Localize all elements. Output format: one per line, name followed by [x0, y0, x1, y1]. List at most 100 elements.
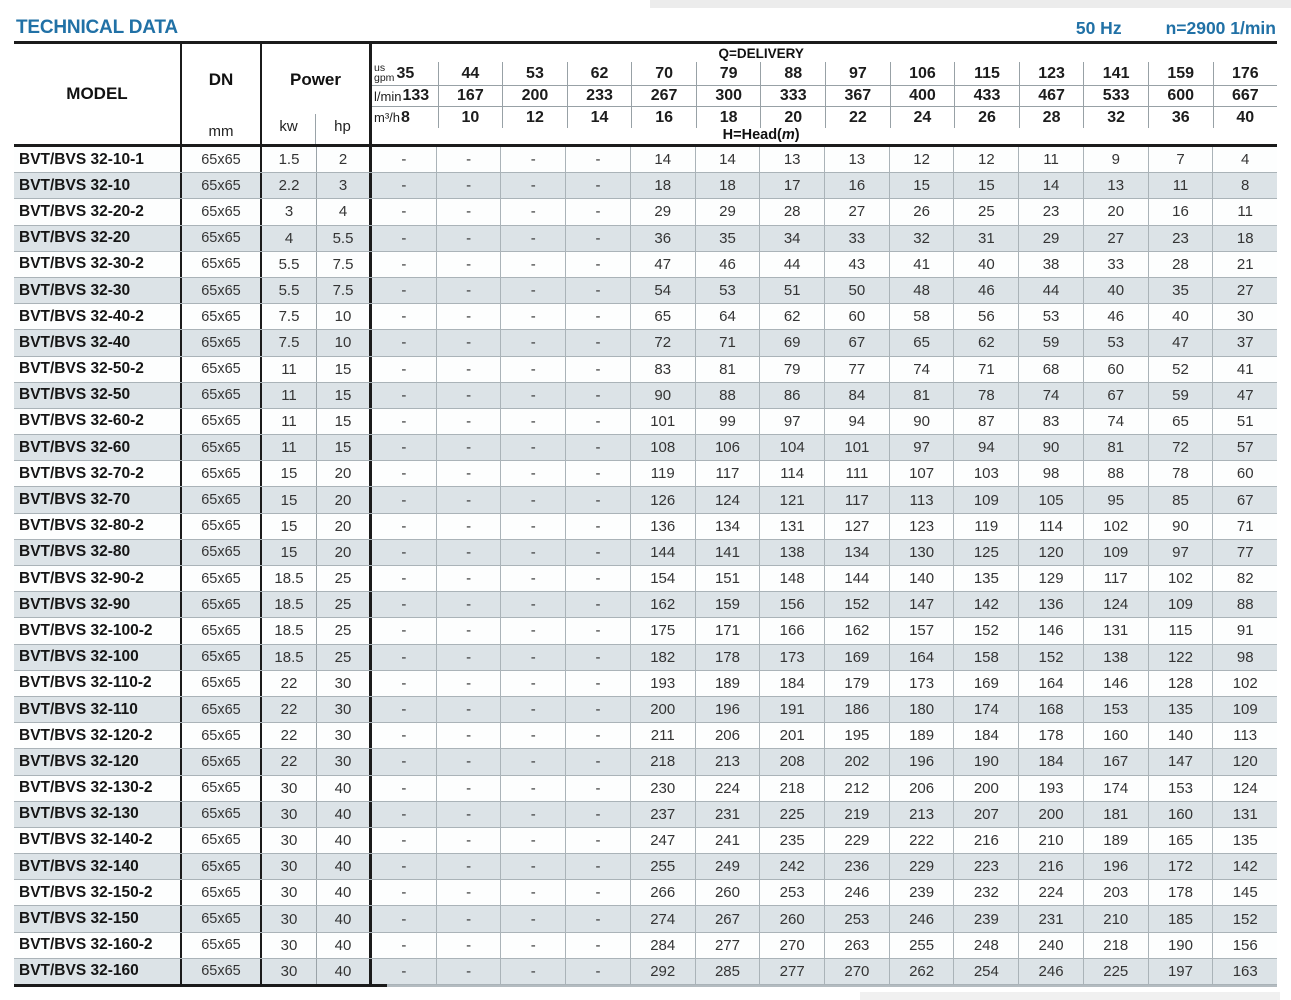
head-cell: - [401, 596, 407, 614]
m3h-cell: 32 [1083, 107, 1148, 128]
dn-cell: 65x65 [182, 592, 262, 618]
head-cell: - [435, 147, 501, 173]
head-cell: 79 [759, 356, 824, 382]
dn-cell: 65x65 [182, 775, 262, 801]
head-cell: 156 [759, 592, 824, 618]
head-cell: 160 [1147, 801, 1213, 827]
head-cell: 101 [629, 408, 695, 435]
kw-cell: 1.5 [262, 147, 317, 173]
head-cell: 104 [759, 435, 824, 461]
head-cell: - [435, 356, 501, 382]
table-row: BVT/BVS 32-120 65x65 22 30- - - -218 213 208 202 1… [14, 749, 1277, 776]
top-edge-strip [650, 0, 1291, 8]
lmin-cell-value: 533 [1102, 87, 1130, 104]
head-cell: 262 [888, 958, 954, 984]
head-cell: - [435, 330, 501, 356]
gpm-cell: 44 [437, 62, 503, 85]
head-cell: 146 [1082, 670, 1148, 696]
head-cell: 229 [888, 854, 954, 880]
table-row: BVT/BVS 32-60 65x65 11 15- - - -108 106 104 101 97… [14, 435, 1277, 462]
head-cell: 94 [824, 408, 889, 435]
model-cell: BVT/BVS 32-130-2 [14, 775, 182, 801]
kw-cell: 30 [262, 958, 317, 984]
head-cell: 62 [953, 330, 1018, 356]
gpm-cell: 62 [566, 62, 632, 85]
head-cell: 40 [953, 251, 1018, 277]
hp-cell: 30 [317, 670, 372, 696]
head-cell: 98 [1212, 644, 1277, 670]
head-cell: - [435, 958, 501, 984]
table-body: BVT/BVS 32-10-1 65x65 1.5 2- - - -14 14 13 13 12 12… [14, 147, 1277, 987]
delivery-title: Q=DELIVERY [718, 46, 804, 61]
head-cell: 78 [1147, 461, 1213, 487]
head-cell: - [401, 831, 407, 849]
head-cell: 58 [888, 304, 954, 330]
hp-cell: 40 [317, 827, 372, 854]
head-cell: - [565, 225, 630, 251]
m3h-cell-value: 24 [913, 108, 932, 126]
table-row: BVT/BVS 32-160-2 65x65 30 40- - - -284 277 270 26… [14, 932, 1277, 959]
head-cell: 169 [953, 670, 1018, 696]
table-row: BVT/BVS 32-150 65x65 30 40- - - -274 267 260 253 2… [14, 906, 1277, 933]
head-cell: - [565, 827, 630, 854]
head-cell: - [500, 670, 565, 696]
head-cell: 246 [888, 906, 954, 932]
head-cell: 223 [953, 854, 1018, 880]
head-cell: 166 [759, 618, 824, 644]
head-cell: 56 [953, 304, 1018, 330]
head-cell: 225 [759, 801, 824, 827]
head-cell: 210 [1018, 827, 1083, 854]
lmin-cell: l/min 133 [372, 86, 438, 106]
head-cell: 125 [953, 539, 1018, 565]
m3h-cell-value: 18 [719, 108, 738, 126]
head-cell: 102 [1212, 670, 1277, 696]
head-cell: 210 [1082, 906, 1148, 932]
kw-cell: 18.5 [262, 592, 317, 618]
table-row: BVT/BVS 32-90-2 65x65 18.5 25- - - -154 151 148 1… [14, 566, 1277, 593]
table-row: BVT/BVS 32-40 65x65 7.5 10- - - -72 71 69 67 65 62 5… [14, 330, 1277, 357]
hp-cell: 40 [317, 932, 372, 958]
head-cell: 32 [888, 225, 954, 251]
head-cell: - [565, 670, 630, 696]
head-cell: 147 [1147, 749, 1213, 775]
model-cell: BVT/BVS 32-110-2 [14, 670, 182, 696]
head-cell: 126 [629, 487, 695, 513]
head-cell: 23 [1147, 225, 1213, 251]
head-cell: 67 [1212, 487, 1277, 513]
head-cell: 46 [953, 277, 1018, 304]
dn-cell: 65x65 [182, 382, 262, 408]
head-cell: 158 [953, 644, 1018, 670]
head-cell: - [401, 386, 407, 404]
m3h-cell-value: 12 [526, 108, 544, 126]
head-cell: - [500, 644, 565, 670]
head-cell: - [401, 203, 407, 221]
lmin-cell-value: 400 [909, 87, 936, 104]
head-cell: - [500, 173, 565, 199]
head-cell: 284 [629, 932, 695, 958]
head-cell: 15 [953, 173, 1018, 199]
head-cell: 83 [1018, 408, 1083, 435]
head-cell: 16 [824, 173, 889, 199]
kw-cell: 2.2 [262, 173, 317, 199]
head-cell: - [401, 543, 407, 561]
dn-cell: 65x65 [182, 199, 262, 225]
head-cell: 135 [953, 566, 1018, 592]
head-cell: 160 [1082, 723, 1148, 749]
gpm-cell: 53 [502, 62, 567, 85]
head-cell: 7 [1147, 147, 1213, 173]
head-cell: - [565, 958, 630, 984]
m3h-cell-value: 14 [590, 108, 609, 126]
head-cell: 59 [1018, 330, 1083, 356]
head-cell: 168 [1018, 696, 1083, 723]
head-cell: - [401, 622, 407, 640]
head-cell: 174 [1082, 775, 1148, 801]
head-cell: 4 [1212, 147, 1277, 173]
hp-cell: 10 [317, 304, 372, 330]
head-cell: 208 [759, 749, 824, 775]
dn-cell: 65x65 [182, 644, 262, 670]
head-cell: - [500, 775, 565, 801]
head-cell: 47 [1147, 330, 1213, 356]
head-cell: 57 [1212, 435, 1277, 461]
model-cell: BVT/BVS 32-160-2 [14, 932, 182, 958]
head-cell: - [401, 465, 407, 483]
